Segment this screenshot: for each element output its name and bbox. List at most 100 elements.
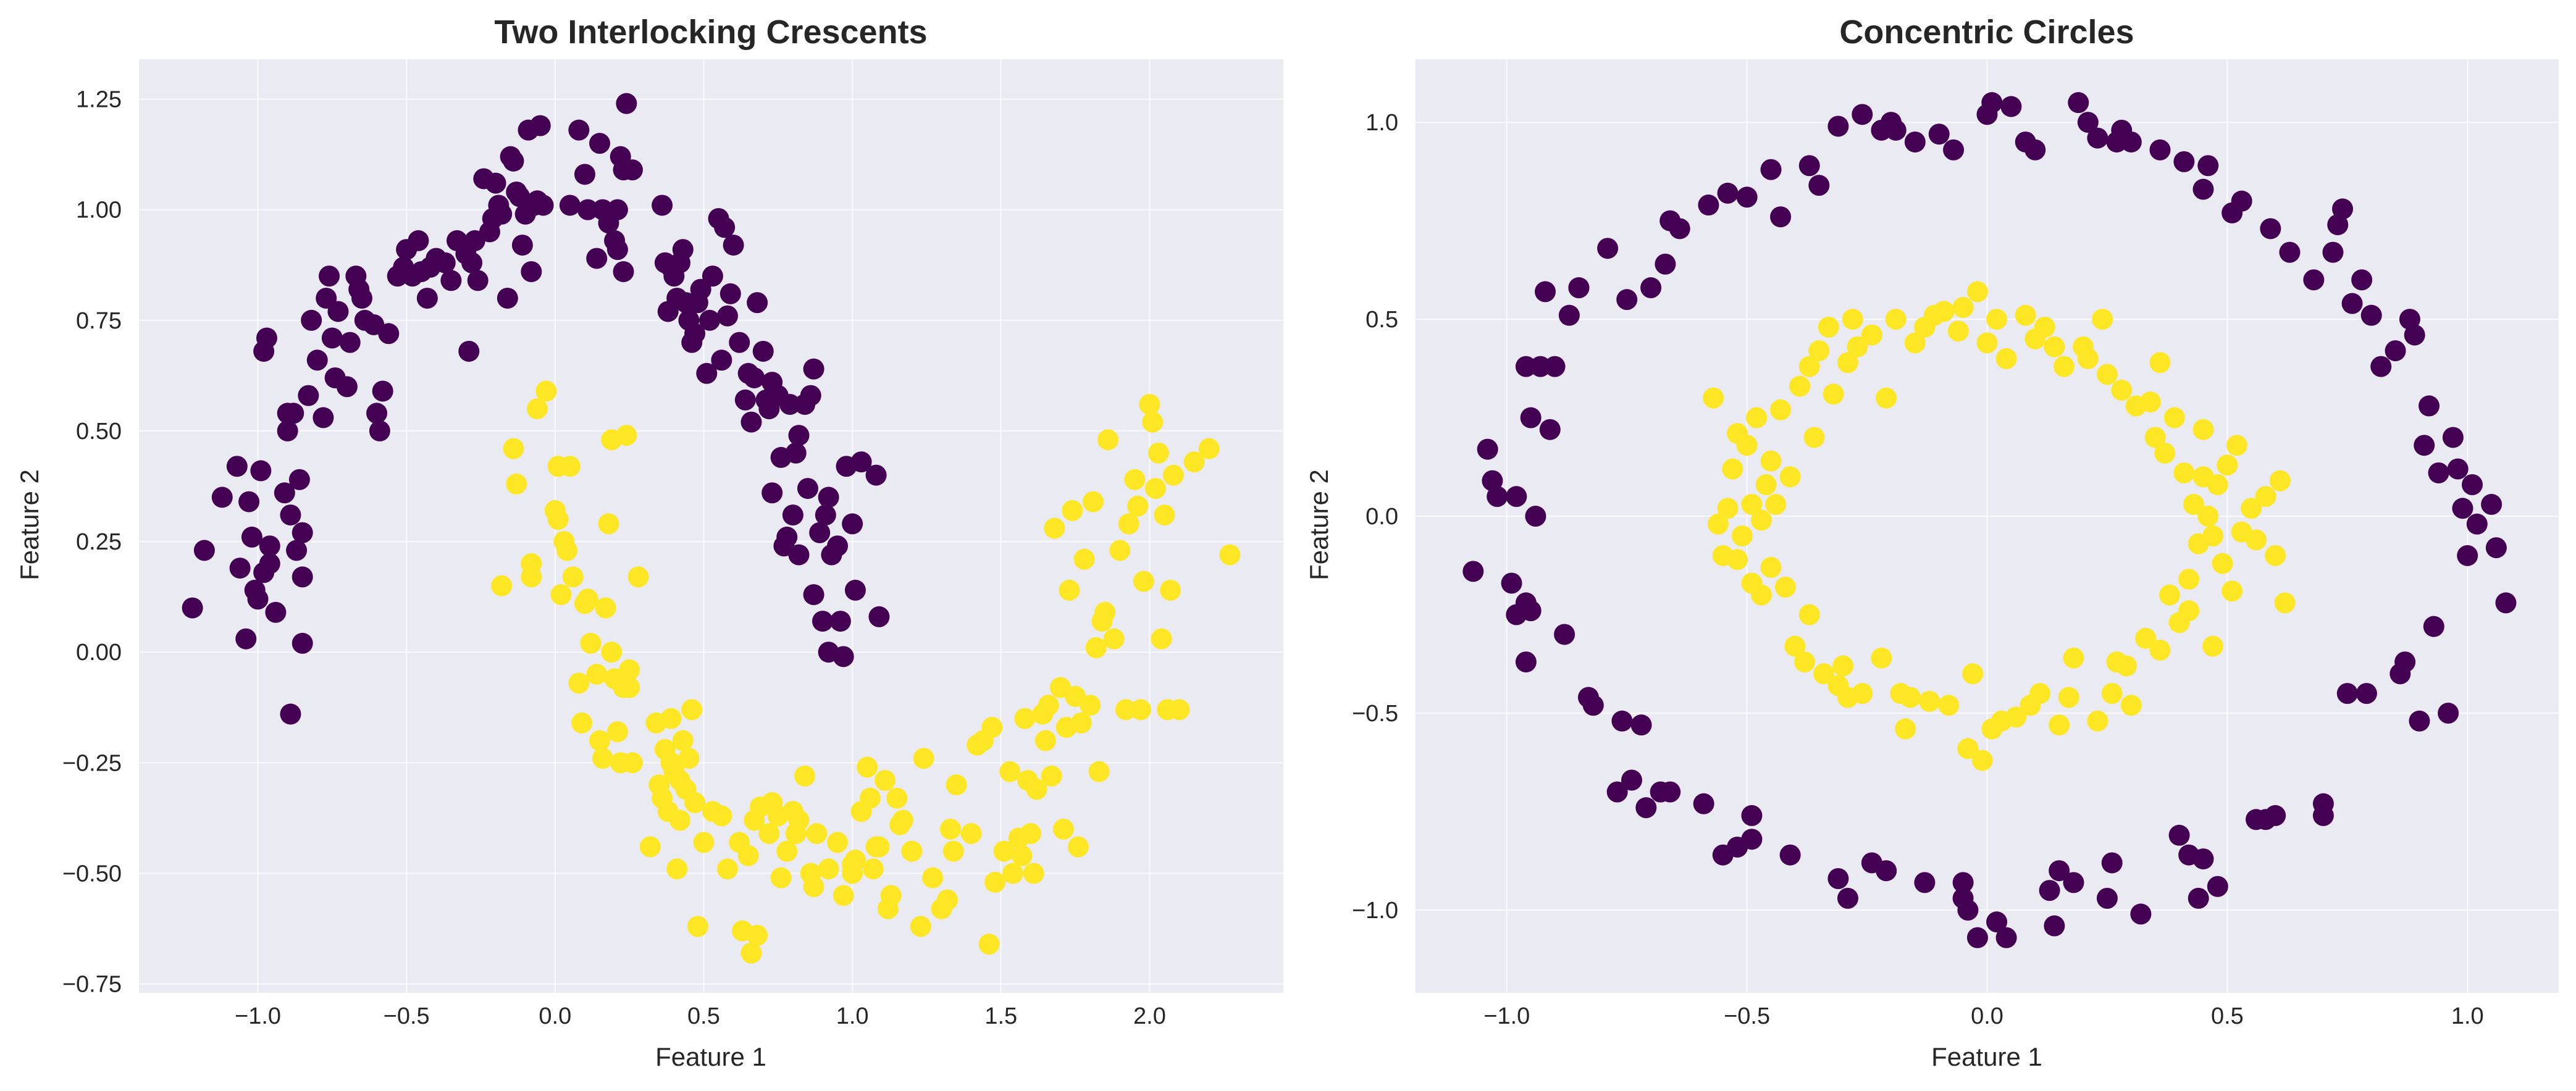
class-1-point: [1085, 637, 1107, 659]
class-1-point: [1219, 544, 1241, 566]
class-1-point: [521, 553, 542, 574]
class-1-point: [693, 832, 715, 853]
class-1-point: [1871, 647, 1892, 669]
class-0-point: [1798, 155, 1820, 177]
class-1-point: [559, 456, 581, 477]
class-0-point: [577, 199, 598, 220]
class-0-point: [2192, 178, 2214, 200]
class-1-point: [2005, 706, 2027, 728]
class-0-point: [259, 535, 280, 557]
class-0-point: [2312, 805, 2334, 826]
class-0-point: [2419, 395, 2440, 417]
class-0-point: [366, 403, 388, 424]
class-0-point: [714, 217, 736, 238]
class-0-point: [521, 261, 542, 282]
class-1-point: [2265, 545, 2286, 566]
class-1-point: [568, 672, 590, 694]
class-0-point: [1506, 486, 1527, 508]
class-0-point: [776, 526, 798, 548]
class-0-point: [868, 606, 890, 627]
class-1-point: [1818, 316, 1839, 338]
class-1-point: [1023, 863, 1044, 884]
class-1-point: [788, 809, 810, 831]
class-1-point: [2120, 695, 2142, 716]
class-1-point: [2111, 379, 2133, 401]
class-0-point: [274, 482, 295, 504]
class-0-point: [761, 482, 783, 504]
class-1-point: [803, 876, 824, 898]
class-0-point: [193, 540, 215, 561]
class-1-point: [978, 934, 1000, 955]
class-1-point: [1919, 690, 1940, 712]
class-0-point: [2332, 198, 2354, 220]
class-1-point: [2269, 470, 2291, 491]
class-1-point: [681, 699, 703, 721]
class-1-point: [1770, 399, 1792, 420]
class-0-point: [229, 558, 251, 579]
class-1-point: [1784, 635, 1806, 657]
class-0-point: [2414, 435, 2435, 456]
class-0-point: [606, 239, 628, 261]
class-0-point: [2279, 241, 2301, 263]
crescents-x-axis-label: Feature 1: [655, 1042, 766, 1071]
class-1-point: [2217, 454, 2238, 476]
class-1-point: [1736, 435, 1758, 456]
class-0-point: [2173, 151, 2195, 172]
class-0-point: [1827, 867, 1849, 889]
class-0-point: [2000, 96, 2022, 117]
class-0-point: [1981, 92, 2003, 114]
class-0-point: [621, 159, 643, 181]
class-1-point: [2192, 419, 2214, 440]
class-0-point: [1966, 927, 1988, 948]
x-tick-label: 1.0: [2451, 1003, 2484, 1029]
class-0-point: [1736, 186, 1758, 208]
class-1-point: [1765, 493, 1787, 515]
class-1-point: [716, 858, 738, 880]
class-0-point: [485, 172, 506, 194]
class-0-point: [1741, 805, 1763, 826]
class-1-point: [619, 659, 640, 680]
class-0-point: [2457, 545, 2478, 566]
class-1-point: [621, 752, 643, 774]
class-1-point: [1707, 513, 1729, 535]
class-0-point: [568, 119, 590, 141]
class-1-point: [1162, 464, 1184, 486]
class-0-point: [803, 358, 824, 380]
class-0-point: [529, 115, 551, 136]
class-1-point: [1837, 352, 1858, 374]
y-tick-label: −0.5: [1352, 701, 1398, 727]
class-0-point: [2322, 241, 2344, 263]
class-1-point: [1142, 411, 1164, 433]
class-1-point: [1052, 818, 1074, 840]
class-0-point: [2452, 498, 2473, 519]
class-1-point: [1966, 281, 1988, 303]
class-1-point: [2139, 391, 2161, 413]
class-1-point: [1151, 628, 1172, 650]
class-0-point: [256, 327, 277, 349]
crescents-title: Two Interlocking Crescents: [494, 14, 927, 51]
class-0-point: [1520, 600, 1542, 622]
class-1-point: [859, 787, 881, 809]
class-0-point: [1928, 123, 1950, 145]
class-1-point: [2096, 364, 2118, 385]
class-0-point: [782, 504, 803, 526]
class-1-point: [2221, 580, 2243, 602]
y-tick-label: 0.25: [76, 529, 122, 555]
class-0-point: [1568, 277, 1590, 299]
crescents-y-tick-labels: −0.75 −0.50 −0.25 0.00 0.25 0.50 0.75 1.00 1.25: [62, 86, 122, 997]
x-tick-label: −0.5: [1724, 1003, 1770, 1029]
class-0-point: [241, 526, 262, 548]
class-0-point: [2462, 474, 2483, 496]
class-1-point: [1703, 387, 1724, 409]
class-0-point: [2068, 92, 2089, 114]
class-0-point: [434, 252, 456, 274]
class-0-point: [1582, 695, 1604, 716]
class-0-point: [301, 309, 322, 331]
class-1-point: [1109, 540, 1131, 561]
class-1-point: [1933, 301, 1955, 322]
class-1-point: [1904, 332, 1926, 354]
x-tick-label: −1.0: [1483, 1003, 1530, 1029]
circles-y-tick-labels: −1.0 −0.5 0.0 0.5 1.0: [1352, 110, 1398, 924]
class-0-point: [684, 323, 706, 345]
class-1-point: [1741, 493, 1763, 515]
